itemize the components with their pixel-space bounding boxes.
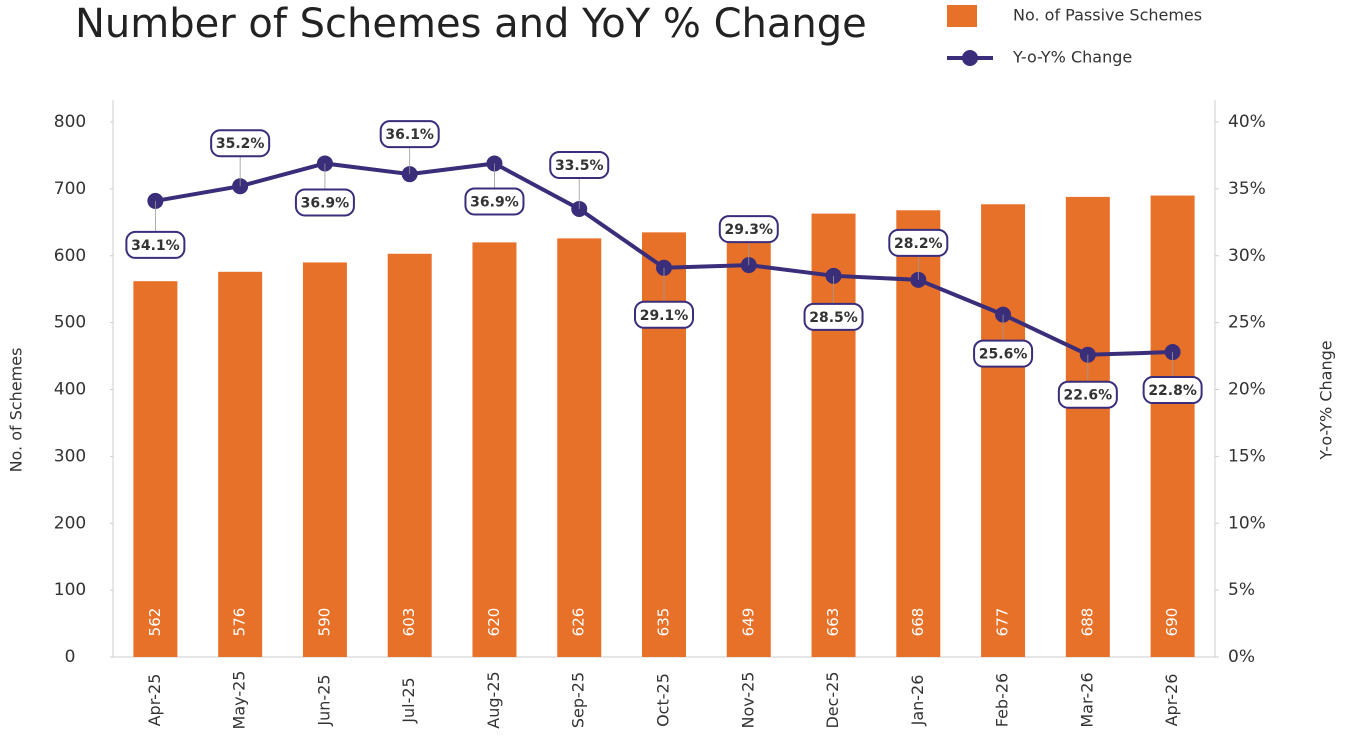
label-box [125,230,186,259]
line-value-label: 28.2% [894,236,943,252]
line-value-label: 22.8% [1148,383,1197,399]
line-value-label: 34.1% [131,238,180,254]
bar-value-label: 590 [315,608,333,637]
y-tick-label: 0 [65,647,76,667]
label-box [294,188,355,217]
label-box [803,302,864,331]
bar [302,262,347,657]
label-box [1142,376,1203,405]
legend-marker [962,50,978,66]
line-value-label: 28.5% [809,310,858,326]
x-tick-label: Nov-25 [738,672,757,729]
x-tick-label: May-25 [230,671,249,730]
x-tick-label: Apr-25 [145,674,164,727]
bar-value-label: 690 [1163,608,1181,637]
label-box [973,339,1034,368]
line-value-label: 36.1% [385,127,434,143]
label-box [718,215,779,244]
y-tick-label: 300 [54,446,86,466]
line-value-label: 25.6% [979,347,1028,363]
legend-label: Y-o-Y% Change [1012,48,1132,67]
x-tick-label: Apr-26 [1162,674,1181,727]
bar [557,238,602,658]
line-value-label: 29.3% [724,222,773,238]
line-value-label: 36.9% [470,194,519,210]
y-axis-title: No. of Schemes [7,348,26,473]
bar-value-label: 668 [909,608,927,637]
legend-label: No. of Passive Schemes [1013,6,1202,25]
chart-title: Number of Schemes and YoY % Change [75,1,867,47]
y2-tick-label: 40% [1228,112,1266,132]
bar [472,242,517,657]
y2-tick-label: 30% [1228,246,1266,266]
label-box [464,187,525,216]
y2-tick-label: 35% [1228,179,1266,199]
bar [1150,195,1195,657]
bar-value-label: 603 [400,608,418,637]
bar-value-label: 677 [994,608,1012,637]
bar-value-label: 576 [231,608,249,637]
y2-tick-label: 5% [1228,580,1255,600]
label-box [379,120,440,149]
bar-value-label: 688 [1078,608,1096,637]
line-value-label: 35.2% [216,136,265,152]
label-box [1057,380,1118,409]
y-tick-label: 500 [54,313,86,333]
label-box [210,129,271,158]
x-tick-label: Jul-25 [399,677,418,723]
y-tick-label: 600 [54,246,86,266]
bar [387,253,432,657]
bar [981,204,1026,657]
bar-value-label: 620 [485,608,503,637]
x-tick-label: Dec-25 [823,671,842,728]
bar-value-label: 663 [824,608,842,637]
label-box [634,300,694,329]
line-value-label: 22.6% [1064,388,1113,404]
bar [133,281,178,657]
x-tick-label: Jan-26 [908,675,927,727]
y2-axis-title: Y-o-Y% Change [1317,340,1336,460]
x-tick-label: Jun-25 [314,674,333,726]
bar-value-label: 626 [570,608,588,637]
y-tick-label: 400 [54,380,86,400]
bar-value-label: 562 [146,608,164,637]
y-tick-label: 100 [54,580,86,600]
x-tick-label: Aug-25 [484,671,503,728]
y2-tick-label: 10% [1228,513,1266,533]
bar-value-label: 635 [655,608,673,637]
x-tick-label: Sep-25 [569,672,588,728]
label-box [888,228,949,257]
y-tick-label: 200 [54,513,86,533]
bar [218,271,263,657]
x-tick-label: Oct-25 [654,673,673,727]
label-box [549,150,610,179]
y2-tick-label: 0% [1228,647,1255,667]
y2-tick-label: 20% [1228,380,1266,400]
x-tick-label: Feb-26 [993,673,1012,727]
line-value-label: 33.5% [555,158,604,174]
bar [726,222,771,657]
bar [1065,196,1110,657]
y2-tick-label: 15% [1228,446,1266,466]
line-value-label: 36.9% [301,195,350,211]
bar-value-label: 649 [739,608,757,637]
y2-tick-label: 25% [1228,313,1266,333]
y-tick-label: 700 [54,179,86,199]
x-tick-label: Mar-26 [1077,672,1096,727]
legend-swatch [947,5,977,27]
line-value-label: 29.1% [640,308,689,324]
y-tick-label: 800 [54,112,86,132]
